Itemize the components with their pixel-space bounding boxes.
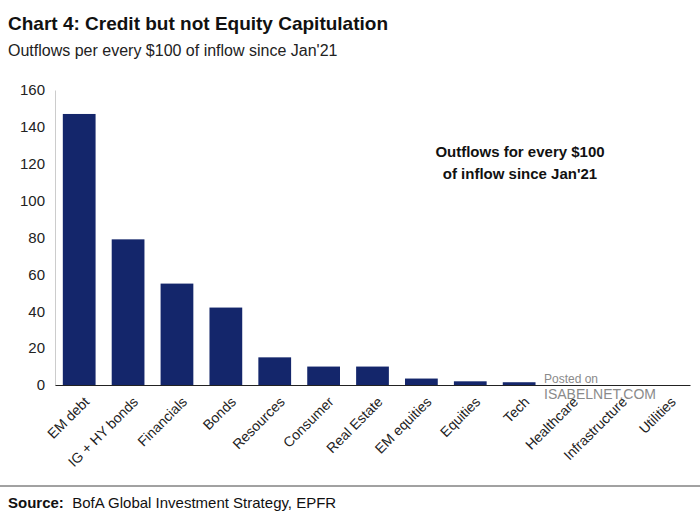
bar xyxy=(649,385,682,386)
x-tick: Tech xyxy=(500,385,532,426)
bar xyxy=(258,357,291,385)
annotation: of inflow since Jan'21 xyxy=(443,165,597,182)
x-tick-label: Financials xyxy=(134,394,190,450)
y-tick-label: 120 xyxy=(20,155,45,172)
x-tick-label: EM debt xyxy=(44,393,92,441)
y-tick: 160 xyxy=(20,81,55,98)
bar xyxy=(454,381,487,385)
y-tick-label: 80 xyxy=(28,229,45,246)
x-tick: EM equities xyxy=(371,385,434,457)
x-tick: EM debt xyxy=(44,385,92,442)
bar xyxy=(63,114,96,385)
x-tick-label: IG + HY bonds xyxy=(65,394,141,470)
y-tick-label: 100 xyxy=(20,192,45,209)
x-tick-label: Resources xyxy=(229,394,288,453)
annotation: Outflows for every $100 xyxy=(435,143,604,160)
y-tick: 60 xyxy=(28,266,55,283)
bar xyxy=(503,382,536,385)
x-tick: Bonds xyxy=(200,385,239,433)
bar xyxy=(112,239,145,385)
x-tick-label: Tech xyxy=(500,394,532,426)
y-tick: 140 xyxy=(20,118,55,135)
bar xyxy=(405,379,438,385)
y-tick-label: 40 xyxy=(28,303,45,320)
y-tick-label: 140 xyxy=(20,118,45,135)
subtitle: Outflows per every $100 of inflow since … xyxy=(8,42,338,59)
y-tick: 80 xyxy=(28,229,55,246)
y-tick: 0 xyxy=(37,376,55,393)
y-axis: 0 20 40 60 80 100 120 140 160 xyxy=(20,81,56,393)
y-tick: 20 xyxy=(28,339,55,356)
y-tick-label: 160 xyxy=(20,81,45,98)
bar xyxy=(307,367,340,385)
x-tick: Resources xyxy=(229,385,288,452)
watermark: ISABELNET.COM xyxy=(544,386,656,402)
y-tick-label: 20 xyxy=(28,339,45,356)
x-tick: Equities xyxy=(437,385,484,440)
chart: Chart 4: Credit but not Equity Capitulat… xyxy=(0,0,700,520)
y-tick: 40 xyxy=(28,303,55,320)
y-tick: 100 xyxy=(20,192,55,209)
bar xyxy=(356,367,389,385)
bar xyxy=(601,385,634,386)
x-tick-label: Equities xyxy=(437,394,484,441)
watermark: Posted on xyxy=(544,372,598,386)
y-tick-label: 60 xyxy=(28,266,45,283)
y-axis-line xyxy=(55,91,56,386)
x-tick: IG + HY bonds xyxy=(65,385,141,470)
x-tick-label: Bonds xyxy=(200,394,239,433)
bar xyxy=(209,308,242,385)
title: Chart 4: Credit but not Equity Capitulat… xyxy=(8,13,388,34)
source: Source: BofA Global Investment Strategy,… xyxy=(8,494,336,511)
x-axis: EM debtIG + HY bondsFinancials BondsResou… xyxy=(44,385,690,470)
x-tick-label: Infrastructure xyxy=(560,393,630,463)
y-tick-label: 0 xyxy=(37,376,45,393)
source-rule xyxy=(0,486,700,487)
x-tick-label: EM equities xyxy=(371,394,434,457)
bar xyxy=(161,284,194,385)
x-tick: Financials xyxy=(134,385,190,449)
y-tick: 120 xyxy=(20,155,55,172)
